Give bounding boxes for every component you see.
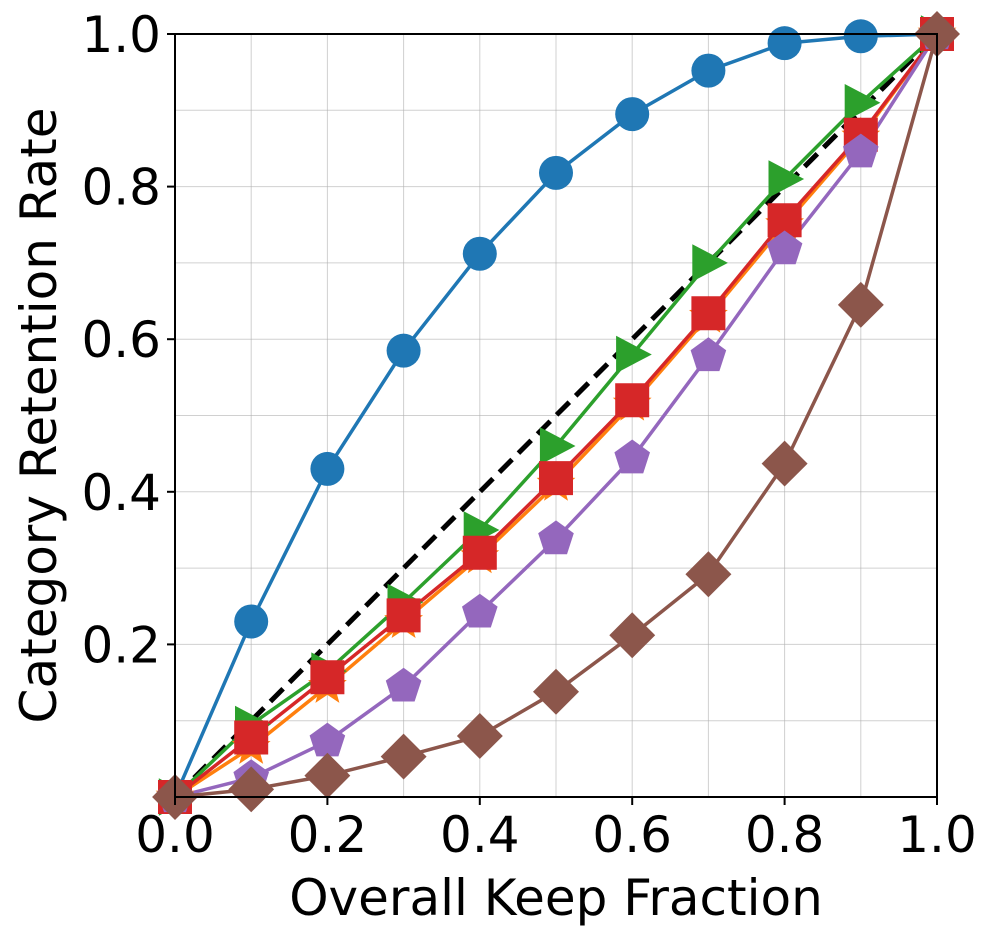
data-point-brown bbox=[761, 440, 808, 487]
plot-frame bbox=[174, 33, 938, 798]
x-tick-label: 0.8 bbox=[745, 806, 825, 864]
data-point-purple bbox=[766, 230, 803, 265]
data-point-red bbox=[386, 598, 421, 633]
data-point-purple bbox=[614, 439, 650, 474]
data-point-green bbox=[844, 84, 881, 122]
data-point-purple bbox=[538, 520, 574, 555]
data-point-purple bbox=[690, 337, 727, 372]
y-tick-label: 0.6 bbox=[81, 311, 161, 369]
data-point-green bbox=[539, 427, 576, 465]
data-point-red bbox=[615, 383, 650, 418]
data-point-blue bbox=[462, 236, 497, 271]
y-tick-label: 0.4 bbox=[81, 464, 161, 522]
x-tick-label: 0.6 bbox=[592, 806, 672, 864]
y-tick-label: 0.2 bbox=[81, 616, 161, 674]
x-tick-label: 0.4 bbox=[440, 806, 520, 864]
y-axis-label: Category Retention Rate bbox=[10, 108, 68, 724]
diagonal-reference-line bbox=[173, 32, 939, 799]
data-point-blue bbox=[310, 451, 345, 486]
y-tick-label: 0.8 bbox=[81, 159, 161, 217]
data-point-green bbox=[692, 244, 728, 282]
ticks: 0.0 0.2 0.4 0.6 0.8 1.0 0.2 0.4 0.6 0.8 1.0 bbox=[81, 6, 976, 864]
data-point-purple bbox=[309, 722, 346, 757]
data-point-red bbox=[767, 203, 802, 238]
data-point-blue bbox=[615, 97, 650, 132]
data-point-red bbox=[539, 461, 573, 496]
data-point-red bbox=[310, 660, 345, 695]
data-point-red bbox=[234, 720, 269, 755]
data-point-brown bbox=[304, 752, 351, 799]
data-point-blue bbox=[767, 26, 802, 61]
x-tick-label: 1.0 bbox=[897, 806, 977, 864]
reference-line-layer bbox=[173, 32, 939, 799]
x-tick-label: 0.2 bbox=[288, 806, 368, 864]
data-point-brown bbox=[533, 668, 579, 715]
data-point-blue bbox=[539, 155, 573, 190]
data-point-purple bbox=[462, 593, 498, 628]
data-point-red bbox=[462, 535, 497, 570]
data-point-blue bbox=[691, 53, 726, 88]
data-point-brown bbox=[228, 766, 275, 813]
data-point-brown bbox=[456, 713, 503, 759]
data-point-blue bbox=[843, 19, 878, 54]
data-point-blue bbox=[234, 604, 269, 639]
data-point-green bbox=[616, 335, 652, 374]
data-point-red bbox=[691, 296, 726, 331]
data-point-brown bbox=[380, 733, 427, 780]
y-tick-label: 1.0 bbox=[81, 6, 161, 64]
data-point-brown bbox=[685, 551, 732, 598]
x-tick-label: 0.0 bbox=[135, 806, 215, 864]
data-point-brown bbox=[837, 281, 884, 328]
x-axis-label: Overall Keep Fraction bbox=[289, 869, 823, 927]
series-layer bbox=[152, 11, 960, 820]
data-point-purple bbox=[385, 667, 422, 702]
data-point-purple bbox=[843, 133, 879, 168]
data-point-green bbox=[768, 160, 805, 198]
data-point-brown bbox=[609, 612, 656, 659]
data-point-blue bbox=[386, 333, 421, 368]
